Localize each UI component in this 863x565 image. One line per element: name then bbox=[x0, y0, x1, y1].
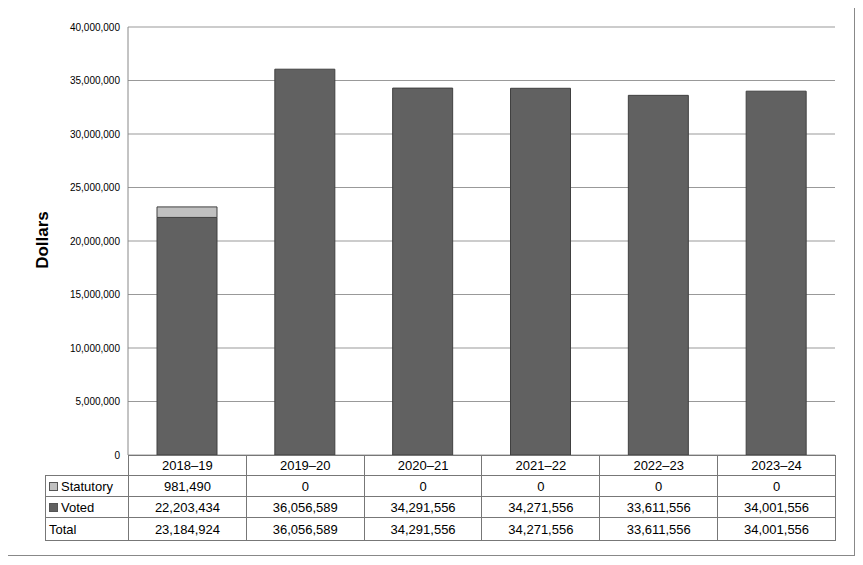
html-text:Voted: Voted bbox=[61, 500, 95, 515]
html-text:2020–21: 2020–21 bbox=[397, 458, 449, 473]
html-text:2022–23: 2022–23 bbox=[633, 458, 684, 473]
html-text:34,291,556: 34,291,556 bbox=[390, 521, 456, 537]
svg-text:10,000,000: 10,000,000 bbox=[70, 343, 120, 354]
html-text:36,056,589: 36,056,589 bbox=[272, 521, 338, 537]
html-text:2021–22: 2021–22 bbox=[515, 458, 567, 473]
svg-text:0: 0 bbox=[114, 450, 120, 461]
svg-text:30,000,000: 30,000,000 bbox=[70, 129, 120, 140]
html-text:2018–19: 2018–19 bbox=[162, 458, 213, 473]
svg-text:40,000,000: 40,000,000 bbox=[70, 22, 120, 33]
html-text:Statutory: Statutory bbox=[61, 479, 113, 494]
html-text:0: 0 bbox=[419, 478, 427, 494]
html-text:0: 0 bbox=[655, 478, 663, 494]
svg-text:5,000,000: 5,000,000 bbox=[76, 396, 121, 407]
html-text:36,056,589: 36,056,589 bbox=[272, 499, 338, 515]
html-text:981,490: 981,490 bbox=[163, 478, 211, 494]
html-text:33,611,556: 33,611,556 bbox=[626, 521, 691, 537]
html-text:34,001,556: 34,001,556 bbox=[744, 499, 810, 515]
html-text:34,291,556: 34,291,556 bbox=[390, 499, 456, 515]
html-text:0: 0 bbox=[772, 478, 781, 494]
html-text:2023–24: 2023–24 bbox=[751, 458, 802, 473]
html-text:34,271,556: 34,271,556 bbox=[508, 521, 574, 537]
svg-text:20,000,000: 20,000,000 bbox=[70, 236, 120, 247]
html-text:23,184,924: 23,184,924 bbox=[154, 521, 220, 537]
html-text:0: 0 bbox=[537, 478, 545, 494]
html-text:2019–20: 2019–20 bbox=[279, 458, 331, 473]
svg-text:15,000,000: 15,000,000 bbox=[70, 289, 120, 300]
html-text:34,001,556: 34,001,556 bbox=[744, 521, 810, 537]
html-text:22,203,434: 22,203,434 bbox=[154, 499, 220, 515]
html-text:33,611,556: 33,611,556 bbox=[626, 499, 691, 515]
html-text:Total: Total bbox=[49, 521, 77, 537]
html-text:Dollars: Dollars bbox=[33, 211, 52, 269]
svg-text:35,000,000: 35,000,000 bbox=[70, 75, 120, 86]
html-text:34,271,556: 34,271,556 bbox=[508, 499, 574, 515]
svg-text:25,000,000: 25,000,000 bbox=[70, 182, 120, 193]
html-text:0: 0 bbox=[301, 478, 309, 494]
